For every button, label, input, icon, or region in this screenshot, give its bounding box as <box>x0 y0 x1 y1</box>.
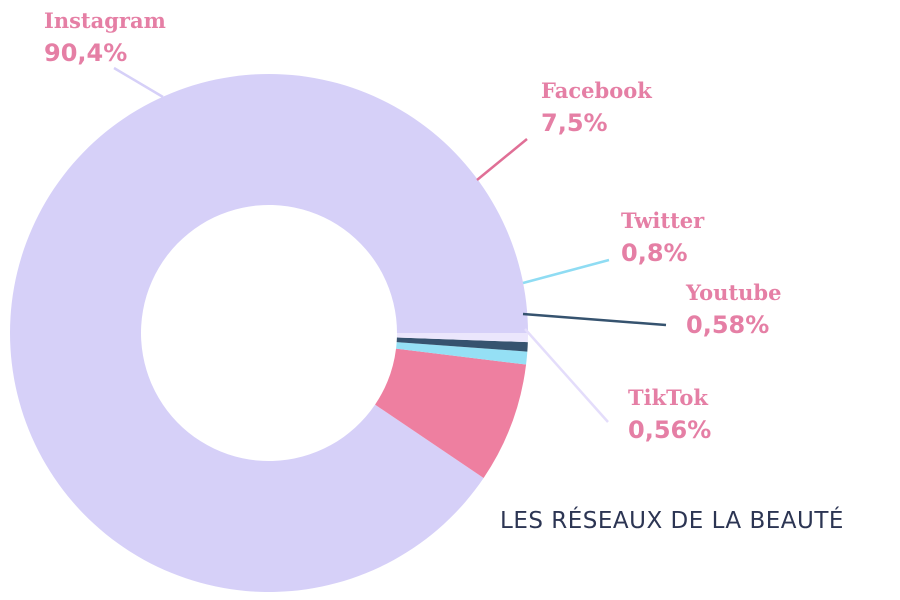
twitter-label: Twitter 0,8% <box>621 208 704 268</box>
youtube-value: 0,58% <box>686 311 770 339</box>
facebook-slice <box>375 348 527 478</box>
twitter-value: 0,8% <box>621 239 688 267</box>
tiktok-slice <box>396 333 528 343</box>
instagram-name: Instagram <box>44 8 166 33</box>
twitter-name: Twitter <box>621 208 705 233</box>
youtube-slice <box>396 337 528 352</box>
tiktok-name: TikTok <box>628 385 708 410</box>
tiktok-leader-line <box>524 328 609 423</box>
facebook-name: Facebook <box>541 78 652 103</box>
instagram-slice <box>10 74 529 593</box>
youtube-label: Youtube 0,58% <box>686 280 781 340</box>
instagram-label: Instagram 90,4% <box>44 8 166 68</box>
facebook-leader-line <box>476 138 528 181</box>
tiktok-value: 0,56% <box>628 416 712 444</box>
tiktok-label: TikTok 0,56% <box>628 385 711 445</box>
twitter-leader-line <box>522 258 610 285</box>
chart-title: LES RÉSEAUX DE LA BEAUTÉ <box>500 508 844 534</box>
facebook-label: Facebook 7,5% <box>541 78 652 138</box>
facebook-value: 7,5% <box>541 109 608 137</box>
instagram-value: 90,4% <box>44 39 128 67</box>
instagram-leader-line <box>113 66 164 99</box>
twitter-slice <box>396 342 528 365</box>
youtube-name: Youtube <box>686 280 782 305</box>
youtube-leader-line <box>522 312 667 327</box>
